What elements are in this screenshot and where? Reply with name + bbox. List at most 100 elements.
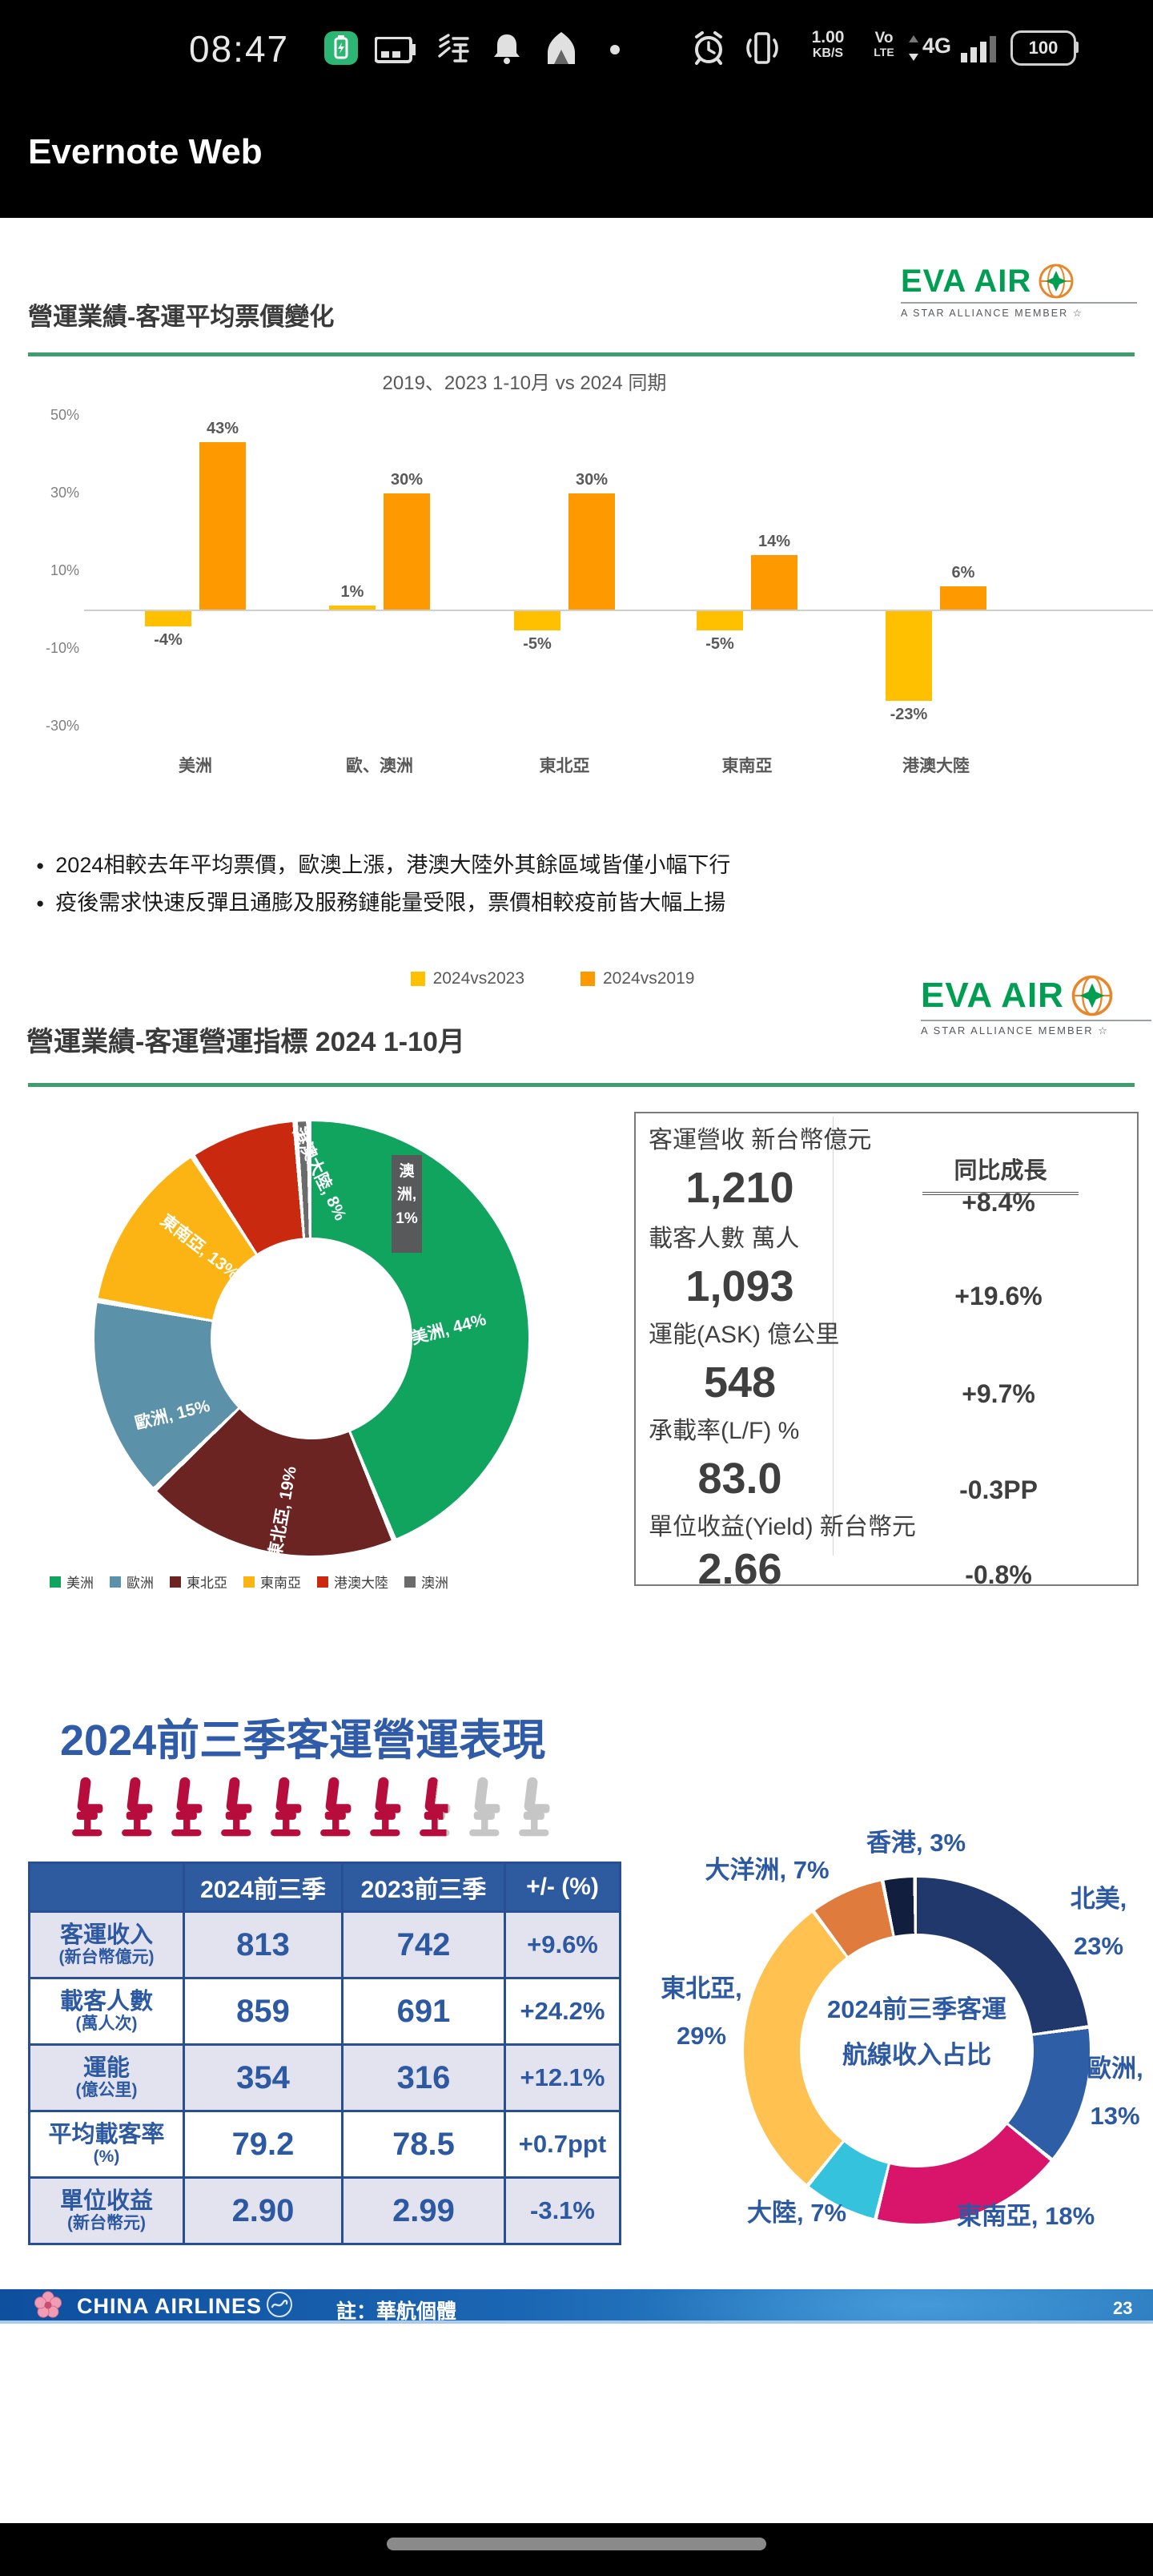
footer-note: 註：華航個體	[336, 2300, 457, 2323]
label-line: 北美,	[1070, 1885, 1127, 1913]
d2-label-oceania: 大洋洲, 7%	[705, 1856, 830, 1884]
label-line: 23%	[1073, 1931, 1124, 1960]
row-sublabel: (新台幣元)	[67, 2214, 146, 2233]
metric-growth: -0.3PP	[959, 1475, 1038, 1504]
row-label: 單位收益	[59, 2188, 153, 2214]
legend-label: 2024vs2023	[432, 969, 524, 988]
legend-label: 港澳大陸	[334, 1576, 388, 1591]
bullet-point: ● 疫後需求快速反彈且通膨及服務鏈能量受限，票價相較疫前皆大幅上揚	[36, 885, 725, 916]
footer-swirl-decoration	[641, 2289, 1153, 2320]
category-label: 港澳大陸	[902, 757, 970, 775]
alarm-clock-icon	[695, 31, 722, 65]
fare-change-bar-chart: 2024vs2023 2024vs2019 50% 30% 10% -10% -30% -…	[28, 400, 1153, 988]
star-alliance-tagline: A STAR ALLIANCE MEMBER ☆	[921, 1024, 1109, 1036]
header-2024: 2024前三季	[183, 1862, 343, 1913]
legend-swatch	[243, 1576, 255, 1588]
row-sublabel: (新台幣億元)	[58, 1948, 155, 1967]
legend-item: 東南亞	[243, 1572, 301, 1592]
label-line: 13%	[1090, 2101, 1140, 2130]
notification-bell-icon	[494, 34, 520, 64]
bar-2024vs2023-東北亞	[514, 611, 560, 631]
slice-label-northeast-asia: 東北亞, 19%	[266, 1464, 300, 1560]
reader-app-icon	[375, 37, 416, 63]
label-line: 歐洲,	[1087, 2055, 1143, 2083]
seat-filled-icon	[370, 1777, 401, 1837]
row-label: 客運收入	[59, 1922, 153, 1948]
battery-pill-nub	[1075, 42, 1079, 53]
d2-label-europe: 歐洲, 13%	[1073, 2046, 1153, 2140]
china-airlines-wordmark: CHINA AIRLINES	[77, 2294, 263, 2318]
document-scroll-area[interactable]: 營運業績-客運平均票價變化 EVA AIR A STAR ALLIANCE ME…	[0, 218, 1153, 2523]
plum-blossom-logo-icon	[34, 2291, 62, 2318]
bar-2024vs2023-港澳大陸	[886, 611, 932, 701]
metric-value: 2.66	[697, 1545, 782, 1593]
bar-2024vs2019-歐、澳洲	[384, 493, 430, 610]
legend-label: 澳洲	[421, 1576, 448, 1591]
bullet-point: ● 2024相較去年平均票價，歐澳上漲，港澳大陸外其餘區域皆僅小幅下行	[36, 847, 730, 879]
metric-growth: +9.7%	[962, 1379, 1035, 1408]
legend-swatch	[170, 1576, 181, 1588]
volte-label-bottom: LTE	[874, 46, 894, 58]
volte-label-top: Vo	[874, 30, 894, 46]
donut2-center-text: 2024前三季客運 航線收入占比	[757, 1986, 1077, 2079]
header-change: +/- (%)	[504, 1862, 621, 1913]
bar-value-label: 30%	[575, 470, 609, 489]
bullet-text: 疫後需求快速反彈且通膨及服務鏈能量受限，票價相較疫前皆大幅上揚	[55, 891, 726, 915]
battery-percent: 100	[1028, 38, 1059, 58]
table-row: 單位收益 (新台幣元) 2.90 2.99 -3.1%	[28, 2176, 621, 2245]
bar-chart-title: 2019、2023 1-10月 vs 2024 同期	[382, 372, 667, 394]
home-indicator[interactable]	[387, 2538, 766, 2550]
slice-label-hk-macau-china: 港澳大陸, 8%	[288, 1124, 350, 1224]
value-change: +12.1%	[504, 2043, 621, 2112]
legend-item: 歐洲	[110, 1572, 154, 1592]
value-change: -3.1%	[504, 2176, 621, 2245]
eva-globe-icon	[1039, 264, 1074, 299]
cjk-app-icon	[438, 34, 469, 62]
section1-title: 營運業績-客運平均票價變化	[28, 303, 335, 331]
legend-swatch	[410, 972, 425, 986]
page-number: 23	[1113, 2298, 1133, 2318]
metric-label: 單位收益(Yield) 新台幣元	[649, 1514, 916, 1540]
route-revenue-donut-chart: 2024前三季客運 航線收入占比	[744, 1878, 1090, 2224]
star-alliance-tagline: A STAR ALLIANCE MEMBER ☆	[901, 308, 1083, 319]
row-sublabel: (%)	[93, 2147, 120, 2167]
donut-hole	[800, 1934, 1034, 2167]
legend-label: 美洲	[66, 1576, 94, 1591]
seat-filled-icon	[271, 1777, 302, 1837]
header-2023: 2023前三季	[341, 1862, 506, 1913]
value-change: +9.6%	[504, 1910, 621, 1979]
bar-chart-legend: 2024vs2023 2024vs2019	[56, 969, 1049, 988]
x-axis-baseline	[84, 610, 1153, 611]
value-2023: 691	[341, 1977, 506, 2046]
bar-2024vs2023-歐、澳洲	[329, 606, 376, 610]
bar-value-label: 30%	[390, 470, 424, 489]
table-row: 載客人數 (萬人次) 859 691 +24.2%	[28, 1977, 621, 2046]
bullet-dot: ●	[36, 858, 45, 873]
legend-item: 港澳大陸	[317, 1572, 388, 1592]
y-axis-tick: 10%	[50, 561, 79, 578]
app-title: Evernote Web	[28, 132, 263, 171]
region-revenue-donut-chart: 美洲, 44% 東北亞, 19% 歐洲, 15% 東南亞, 13% 港澳大陸, …	[94, 1121, 528, 1560]
eva-air-logo: EVA AIR A STAR ALLIANCE MEMBER ☆	[921, 974, 1151, 1037]
category-label: 美洲	[179, 757, 212, 775]
table-row: 平均載客率 (%) 79.2 78.5 +0.7ppt	[28, 2110, 621, 2179]
category-label: 歐、澳洲	[346, 757, 413, 775]
eva-air-wordmark: EVA AIR	[921, 976, 1064, 1015]
value-2023: 2.99	[341, 2176, 506, 2245]
eva-air-logo: EVA AIR A STAR ALLIANCE MEMBER ☆	[901, 263, 1137, 319]
bar-2024vs2019-港澳大陸	[940, 586, 986, 610]
d2-label-southeast-asia: 東南亞, 18%	[956, 2202, 1095, 2230]
row-label: 平均載客率	[48, 2121, 165, 2147]
logo-divider	[921, 1020, 1151, 1021]
seat-filled-icon	[171, 1777, 203, 1837]
label-line: 1%	[396, 1210, 418, 1227]
d2-label-hongkong: 香港, 3%	[866, 1829, 966, 1857]
metric-label: 載客人數 萬人	[649, 1226, 800, 1252]
legend-swatch	[50, 1576, 61, 1588]
bar-value-label: -5%	[523, 635, 552, 654]
bar-2024vs2019-東南亞	[751, 555, 797, 610]
legend-item: 澳洲	[404, 1572, 448, 1592]
metric-growth: -0.8%	[965, 1560, 1032, 1589]
d2-label-northeast-asia: 東北亞, 29%	[621, 1966, 781, 2060]
bullet-dot: ●	[36, 896, 45, 911]
